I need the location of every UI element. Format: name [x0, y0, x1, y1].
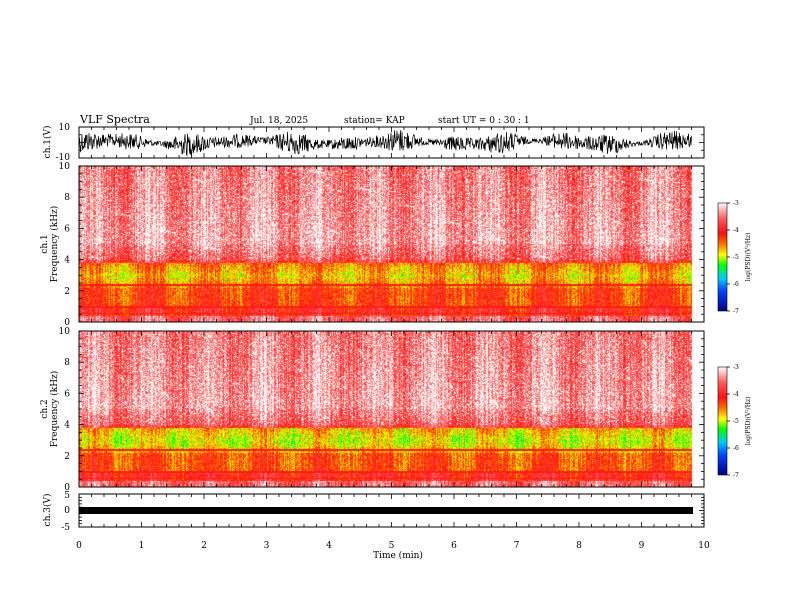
time-ticklabel-5: 5 — [389, 541, 395, 551]
freq-ticklabel-0: 0 — [64, 483, 70, 493]
ch2-spectrogram-yticklabels: 0 2 4 6 8 10 — [59, 327, 71, 493]
ch2-colorbar-label: log(PSD)(V²/Hz) — [745, 397, 752, 446]
time-ticklabel-7: 7 — [514, 541, 520, 551]
ch1-colorbar-ticks: -3 -4 -5 -6 -7 — [727, 200, 739, 315]
ch1-spectrogram-ticks — [78, 165, 705, 323]
ch1-spectrogram-ylabel-frequency: Frequency (kHz) — [49, 206, 60, 283]
colorbar-ticklabel--7: -7 — [733, 308, 739, 315]
ch2-spectrogram-ylabel-channel: ch.2 — [40, 399, 50, 418]
time-ticklabel-8: 8 — [576, 541, 582, 551]
time-ticklabel-2: 2 — [201, 541, 207, 551]
ch1-spectrogram-ylabel-channel: ch.1 — [40, 234, 50, 253]
figure-title: VLF Spectra — [79, 113, 150, 126]
time-ticklabel-4: 4 — [326, 541, 332, 551]
freq-ticklabel-2: 2 — [64, 452, 70, 462]
colorbar-ticklabel--4: -4 — [733, 391, 739, 398]
freq-ticklabel-2: 2 — [64, 287, 70, 297]
time-ticklabel-0: 0 — [76, 541, 82, 551]
colorbar-ticklabel--4: -4 — [733, 227, 739, 234]
colorbar-ticklabel--5: -5 — [733, 254, 739, 261]
time-ticklabel-1: 1 — [139, 541, 145, 551]
time-axis-label: Time (min) — [373, 550, 423, 561]
colorbar-ticklabel--6: -6 — [733, 445, 739, 452]
time-axis-ticklabels: 0 1 2 3 4 5 6 7 8 9 10 — [76, 541, 710, 551]
ch3-ytick-5: 5 — [64, 491, 70, 501]
ch3-waveform-band — [79, 507, 693, 514]
time-ticklabel-9: 9 — [639, 541, 645, 551]
start-time-label: start UT = 0 : 30 : 1 — [438, 116, 530, 126]
ch2-spectrogram-ticks — [78, 330, 705, 488]
ch3-waveform-ticks — [78, 493, 705, 528]
ch1-colorbar-label: log(PSD)(V²/Hz) — [745, 233, 752, 282]
colorbar-ticklabel--7: -7 — [733, 472, 739, 479]
freq-ticklabel-6: 6 — [64, 224, 70, 234]
colorbar-ticklabel--5: -5 — [733, 418, 739, 425]
colorbar-ticklabel--6: -6 — [733, 281, 739, 288]
ch1-spectrogram-yticklabels: 0 2 4 6 8 10 — [59, 162, 71, 328]
colorbar-ticklabel--3: -3 — [733, 364, 739, 371]
time-ticklabel-6: 6 — [451, 541, 457, 551]
ch3-ytick-neg5: -5 — [61, 523, 70, 533]
freq-ticklabel-0: 0 — [64, 318, 70, 328]
ch1-colorbar — [718, 203, 727, 311]
time-ticklabel-3: 3 — [264, 541, 270, 551]
freq-ticklabel-8: 8 — [64, 358, 70, 368]
ch1-waveform-line — [78, 130, 692, 157]
ch3-waveform-panel: 5 0 -5 ch.3(V) — [42, 491, 705, 533]
freq-ticklabel-8: 8 — [64, 193, 70, 203]
ch2-spectrogram-image — [79, 331, 704, 487]
ch3-ytick-0: 0 — [64, 506, 70, 516]
ch1-waveform-ticks — [78, 126, 705, 159]
freq-ticklabel-4: 4 — [64, 421, 70, 431]
ch2-spectrogram-ylabel-frequency: Frequency (kHz) — [49, 371, 60, 448]
date-label: Jul. 18, 2025 — [249, 116, 308, 126]
freq-ticklabel-10: 10 — [59, 162, 71, 172]
ch1-waveform-panel: 10 -10 ch.1(V) — [42, 123, 705, 163]
colorbar-ticklabel--3: -3 — [733, 200, 739, 207]
ch2-colorbar — [718, 367, 727, 475]
station-label: station= KAP — [344, 116, 405, 126]
ch1-waveform-ylabel: ch.1(V) — [42, 126, 53, 159]
freq-ticklabel-6: 6 — [64, 389, 70, 399]
ch1-ytick-neg10: -10 — [56, 153, 71, 163]
ch3-waveform-ylabel: ch.3(V) — [42, 494, 53, 527]
freq-ticklabel-4: 4 — [64, 256, 70, 266]
freq-ticklabel-10: 10 — [59, 327, 71, 337]
ch1-spectrogram-image — [79, 166, 704, 322]
ch2-colorbar-ticks: -3 -4 -5 -6 -7 — [727, 364, 739, 479]
time-ticklabel-10: 10 — [698, 541, 710, 551]
ch1-ytick-10: 10 — [59, 123, 71, 133]
